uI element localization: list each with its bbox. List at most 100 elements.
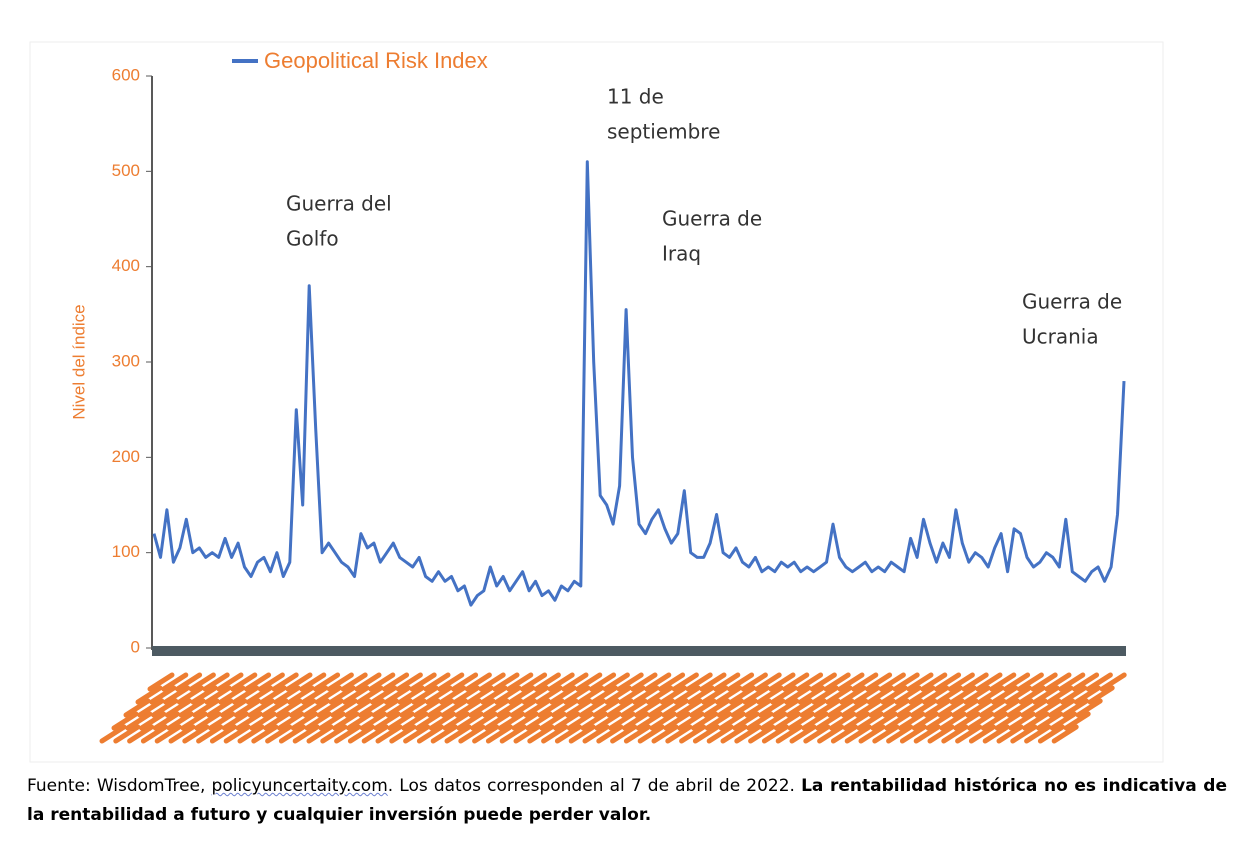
annotation: Ucrania	[1022, 325, 1099, 349]
x-label-smear	[961, 672, 989, 692]
x-label-smear	[299, 672, 327, 692]
x-label-smear	[913, 724, 941, 744]
x-label-smear	[851, 672, 879, 692]
x-label-smear	[152, 711, 180, 731]
x-label-smear	[261, 698, 289, 718]
x-label-smear	[730, 698, 758, 718]
x-label-smear	[208, 711, 236, 731]
x-label-smear	[403, 724, 431, 744]
x-label-smear	[746, 711, 774, 731]
x-label-smear	[742, 685, 770, 705]
y-axis-label: Nivel del índice	[69, 304, 88, 419]
x-label-smear	[344, 698, 372, 718]
x-label-smear	[440, 698, 468, 718]
x-label-smear	[509, 698, 537, 718]
x-label-smear	[395, 672, 423, 692]
x-label-smear	[478, 672, 506, 692]
x-label-smear	[910, 698, 938, 718]
annotation: Guerra del	[286, 192, 392, 216]
x-label-smear	[977, 685, 1005, 705]
x-label-smear	[563, 685, 591, 705]
x-label-smear	[842, 711, 870, 731]
x-label-smear	[661, 698, 689, 718]
x-label-smear	[823, 672, 851, 692]
x-label-smear	[853, 685, 881, 705]
x-label-smear	[125, 711, 153, 731]
x-label-smear	[480, 685, 508, 705]
x-label-smear	[541, 724, 569, 744]
x-label-smear	[452, 685, 480, 705]
x-label-smear	[375, 724, 403, 744]
y-tick-label: 600	[112, 65, 140, 84]
x-label-smear	[218, 685, 246, 705]
x-label-smear	[923, 698, 951, 718]
x-label-smear	[651, 724, 679, 744]
x-label-smear	[302, 698, 330, 718]
x-label-smear	[202, 672, 230, 692]
x-label-smear	[1030, 672, 1058, 692]
annotation: Guerra de	[662, 207, 762, 231]
x-label-smear	[578, 698, 606, 718]
x-label-smear	[527, 724, 555, 744]
x-label-smear	[257, 672, 285, 692]
x-label-smear	[176, 685, 204, 705]
x-label-smear	[1049, 711, 1077, 731]
x-label-smear	[604, 685, 632, 705]
x-label-smear	[934, 672, 962, 692]
x-label-smear	[306, 724, 334, 744]
x-label-smear	[856, 711, 884, 731]
x-label-smear	[289, 698, 317, 718]
x-label-smear	[623, 724, 651, 744]
x-label-smear	[803, 724, 831, 744]
x-label-smear	[547, 672, 575, 692]
x-label-smear	[553, 711, 581, 731]
x-label-smear	[513, 724, 541, 744]
y-tick-label: 300	[112, 351, 140, 370]
x-label-smear	[775, 724, 803, 744]
x-label-smear	[401, 711, 429, 731]
x-label-smear	[1018, 685, 1046, 705]
source: Fuente: WisdomTree,	[27, 776, 212, 796]
x-label-smear	[368, 672, 396, 692]
x-label-smear	[342, 685, 370, 705]
x-label-smear	[318, 711, 346, 731]
x-label-smear	[347, 724, 375, 744]
x-label-smear	[290, 711, 318, 731]
x-label-smear	[1044, 672, 1072, 692]
x-label-smear	[1058, 672, 1086, 692]
x-label-smear	[439, 685, 467, 705]
x-label-smear	[715, 685, 743, 705]
x-label-smear	[632, 685, 660, 705]
x-label-smear	[594, 711, 622, 731]
y-tick-label: 400	[112, 256, 140, 275]
x-label-smear	[647, 698, 675, 718]
x-label-smear	[204, 685, 232, 705]
x-label-smear	[728, 685, 756, 705]
x-label-smear	[760, 711, 788, 731]
x-label-smear	[370, 685, 398, 705]
x-label-smear	[758, 698, 786, 718]
x-label-smear	[967, 711, 995, 731]
x-label-smear	[249, 711, 277, 731]
x-label-smear	[1037, 724, 1065, 744]
x-label-smear	[955, 724, 983, 744]
annotation: septiembre	[607, 120, 720, 144]
x-label-smear	[634, 698, 662, 718]
x-label-smear	[797, 685, 825, 705]
x-label-smear	[328, 685, 356, 705]
x-label-smear	[565, 698, 593, 718]
x-label-smear	[525, 711, 553, 731]
x-label-smear	[232, 685, 260, 705]
x-label-smear	[841, 698, 869, 718]
x-label-smear	[935, 685, 963, 705]
x-label-smear	[415, 711, 443, 731]
x-label-smear	[713, 672, 741, 692]
x-label-smear	[437, 672, 465, 692]
x-label-smear	[701, 685, 729, 705]
x-label-smear	[399, 698, 427, 718]
x-label-smear	[1099, 672, 1127, 692]
x-label-smear	[922, 685, 950, 705]
x-label-smear	[754, 672, 782, 692]
x-label-smear	[965, 698, 993, 718]
x-label-smear	[772, 698, 800, 718]
